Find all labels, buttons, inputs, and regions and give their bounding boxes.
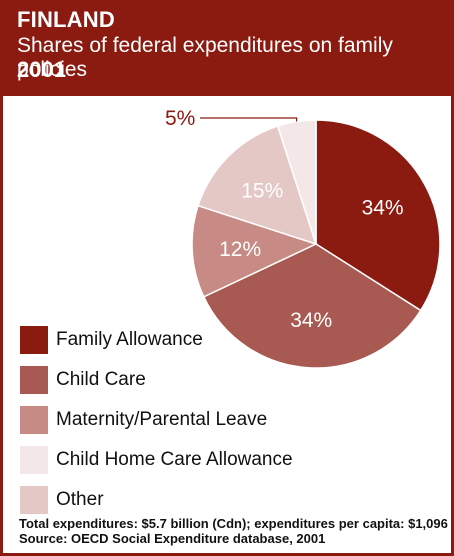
legend-label: Family Allowance xyxy=(56,329,203,350)
legend-label: Child Care xyxy=(56,369,146,390)
pie-slice-child-home-care-allowance xyxy=(276,119,317,245)
pie-slice-maternity-parental-leave xyxy=(191,204,319,298)
pie-slice-child-care xyxy=(202,243,422,369)
title-banner: FINLAND Shares of federal expenditures o… xyxy=(0,0,454,96)
legend-swatch xyxy=(20,486,48,514)
legend-swatch xyxy=(20,326,48,354)
data-label-maternity-parental-leave: 12% xyxy=(219,238,261,261)
chart-year: 2001 xyxy=(17,57,66,82)
legend-label: Child Home Care Allowance xyxy=(56,449,293,470)
data-label-family-allowance: 34% xyxy=(362,196,404,219)
legend-swatch xyxy=(20,406,48,434)
legend-label: Maternity/Parental Leave xyxy=(56,409,268,430)
chart-title-country: FINLAND xyxy=(17,7,115,32)
footer-totals: Total expenditures: $5.7 billion (Cdn); … xyxy=(19,516,448,531)
legend-swatch xyxy=(20,366,48,394)
footer-source: Source: OECD Social Expenditure database… xyxy=(19,531,326,546)
chart-subtitle: Shares of federal expenditures on family… xyxy=(17,34,393,81)
callout-leader-line xyxy=(200,117,298,122)
legend-label: Other xyxy=(56,489,104,510)
data-label-child-home-care-allowance: 5% xyxy=(165,107,195,130)
legend-swatch xyxy=(20,446,48,474)
data-label-child-care: 34% xyxy=(290,309,332,332)
data-label-other: 15% xyxy=(241,179,283,202)
